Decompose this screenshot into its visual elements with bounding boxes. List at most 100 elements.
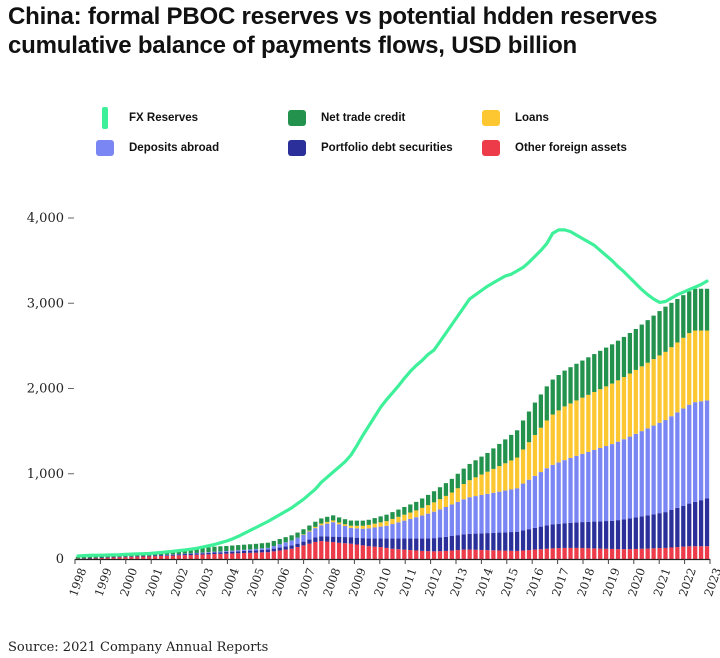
bar-other	[390, 548, 395, 559]
bar-deposits	[325, 523, 330, 537]
bar-portfolio	[336, 537, 342, 543]
bar-portfolio	[360, 538, 365, 546]
bar-other	[532, 549, 538, 559]
bar-deposits	[473, 496, 478, 534]
x-tick-label: 2019	[600, 566, 623, 598]
bar-trade	[390, 512, 395, 519]
bar-deposits	[230, 550, 235, 552]
bar-loans	[325, 521, 330, 524]
bar-deposits	[461, 499, 466, 535]
bar-trade	[206, 547, 211, 553]
bar-trade	[289, 535, 294, 541]
bar-other	[99, 557, 104, 559]
bar-portfolio	[402, 538, 407, 550]
bar-portfolio	[283, 546, 288, 550]
bar-portfolio	[443, 536, 449, 551]
bar-other	[384, 547, 389, 559]
bar-other	[420, 550, 425, 559]
bar-other	[568, 547, 573, 559]
bar-trade	[224, 545, 229, 552]
bar-loans	[574, 400, 579, 456]
bar-trade	[236, 545, 241, 551]
bar-other	[621, 549, 627, 559]
bar-portfolio	[307, 539, 312, 544]
legend-label-portfolio: Portfolio debt securities	[321, 142, 453, 154]
bar-other	[651, 548, 656, 559]
bar-trade	[331, 515, 336, 521]
bar-other	[473, 549, 478, 559]
x-tick-label: 2022	[676, 566, 699, 598]
bar-other	[657, 548, 662, 559]
bar-loans	[301, 534, 306, 535]
legend-swatch-other	[482, 140, 500, 156]
bar-loans	[331, 520, 336, 523]
bar-loans	[354, 525, 360, 529]
bar-portfolio	[550, 524, 555, 549]
bar-other	[556, 548, 561, 559]
bar-trade	[241, 544, 247, 550]
bar-deposits	[514, 488, 520, 532]
bar-portfolio	[645, 515, 650, 549]
bar-trade	[81, 556, 87, 559]
bar-other	[526, 550, 532, 559]
bar-deposits	[247, 549, 253, 551]
bar-loans	[372, 523, 377, 528]
bar-portfolio	[313, 537, 318, 542]
bar-other	[348, 543, 354, 559]
bar-portfolio	[669, 509, 674, 548]
x-tick-label: 2004	[219, 566, 242, 598]
legend-swatch-fx	[102, 107, 108, 129]
bar-portfolio	[289, 545, 294, 549]
bar-trade	[491, 448, 496, 469]
bar-portfolio	[473, 533, 478, 550]
bar-deposits	[687, 404, 692, 504]
bar-deposits	[550, 464, 555, 525]
bar-portfolio	[704, 498, 710, 547]
bar-other	[354, 544, 360, 559]
bar-deposits	[615, 441, 621, 521]
bar-portfolio	[99, 557, 104, 559]
bar-trade	[301, 529, 306, 535]
bar-other	[117, 557, 122, 559]
bar-trade	[265, 542, 271, 548]
bar-portfolio	[675, 507, 680, 548]
bar-loans	[633, 369, 638, 434]
bar-portfolio	[331, 536, 336, 543]
bar-portfolio	[408, 538, 413, 551]
bar-portfolio	[236, 551, 241, 554]
x-tick-label: 2014	[473, 566, 496, 598]
bar-trade	[651, 315, 656, 360]
bar-other	[224, 553, 229, 559]
bar-portfolio	[514, 531, 520, 551]
bar-deposits	[520, 483, 526, 531]
bar-loans	[443, 495, 449, 507]
bar-trade	[420, 498, 425, 508]
bar-other	[366, 546, 371, 559]
bar-trade	[313, 521, 318, 527]
bar-other	[681, 546, 686, 559]
bar-trade	[693, 288, 698, 331]
bar-portfolio	[93, 557, 98, 559]
bar-deposits	[568, 457, 573, 523]
bar-other	[241, 553, 247, 559]
bar-trade	[271, 540, 276, 547]
bar-portfolio	[627, 518, 633, 550]
bar-other	[633, 548, 638, 559]
bar-trade	[704, 288, 710, 331]
y-tick-label: 0	[56, 552, 64, 567]
bar-loans	[396, 516, 401, 523]
bar-portfolio	[538, 526, 544, 550]
bar-portfolio	[170, 554, 176, 556]
bar-trade	[485, 452, 490, 472]
bar-other	[147, 556, 152, 559]
bar-trade	[580, 360, 585, 398]
bar-trade	[514, 430, 520, 458]
bar-loans	[604, 386, 609, 447]
bar-trade	[307, 525, 312, 531]
y-tick-label: 1,000	[27, 467, 64, 482]
bar-deposits	[633, 433, 638, 518]
x-tick-label: 2011	[396, 566, 419, 598]
bar-deposits	[182, 553, 187, 555]
bar-other	[123, 557, 128, 559]
